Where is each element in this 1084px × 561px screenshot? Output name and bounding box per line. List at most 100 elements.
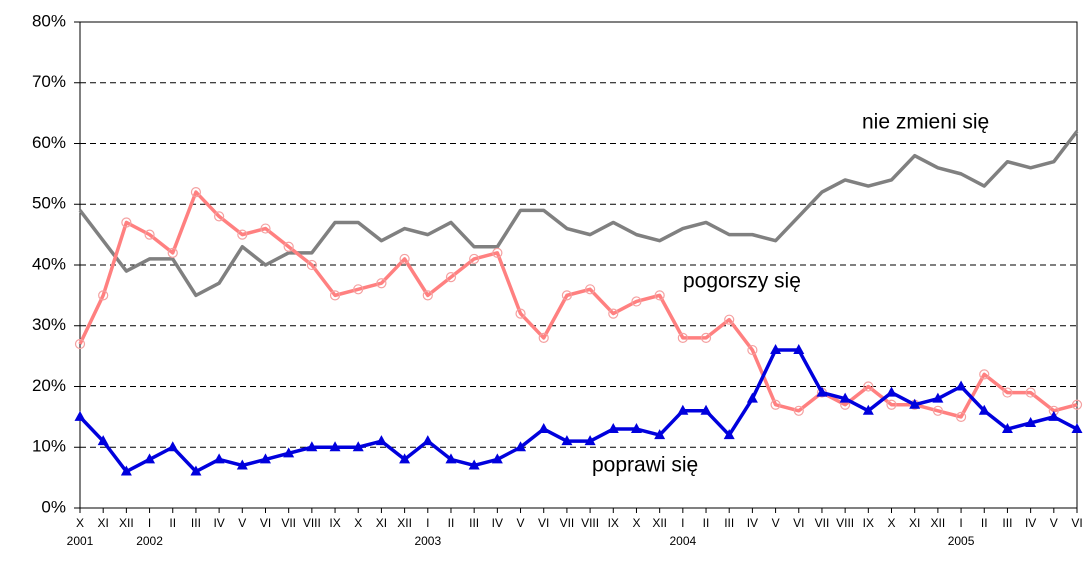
- point: [839, 392, 851, 403]
- x-tick-label: XII: [931, 516, 946, 530]
- x-tick-label: III: [191, 516, 201, 530]
- x-tick-label: V: [517, 516, 525, 530]
- point: [74, 410, 86, 421]
- x-tick-label: VII: [281, 516, 296, 530]
- x-tick-label: V: [1050, 516, 1058, 530]
- series-line: [78, 348, 1078, 474]
- point: [376, 278, 387, 289]
- x-tick-label: VII: [560, 516, 575, 530]
- point: [445, 272, 457, 283]
- point: [375, 435, 387, 446]
- point: [561, 290, 573, 301]
- plot-frame: [79, 21, 1078, 509]
- x-tick-label: I: [148, 516, 151, 530]
- point: [399, 253, 410, 265]
- point: [283, 241, 294, 252]
- series-line: [78, 130, 1079, 298]
- x-tick-label: I: [426, 516, 429, 530]
- point: [283, 447, 295, 458]
- x-tick-label: XII: [397, 516, 412, 530]
- y-tick-label: 40%: [32, 254, 66, 273]
- point: [932, 392, 944, 403]
- point: [121, 217, 132, 228]
- x-tick-label: XI: [98, 516, 109, 530]
- point: [492, 247, 503, 258]
- point: [306, 441, 318, 452]
- x-tick-label: IX: [608, 516, 619, 530]
- y-tick-label: 10%: [32, 437, 66, 456]
- point: [422, 290, 433, 301]
- x-tick-label: III: [1002, 516, 1012, 530]
- point: [236, 459, 248, 470]
- point: [190, 187, 202, 198]
- x-tick-label: VI: [1071, 516, 1082, 530]
- x-tick-label: X: [354, 516, 362, 530]
- x-tick-label: V: [772, 516, 780, 530]
- x-tick-label: IV: [747, 516, 758, 530]
- x-tick-label: V: [238, 516, 246, 530]
- point: [723, 429, 735, 440]
- point: [352, 441, 364, 452]
- point: [654, 290, 665, 301]
- y-tick-label: 30%: [32, 315, 66, 334]
- point: [445, 453, 457, 464]
- point: [863, 381, 874, 392]
- x-tick-label: II: [703, 516, 710, 530]
- point: [978, 404, 990, 415]
- x-tick-label: VI: [793, 516, 804, 530]
- point: [98, 290, 109, 301]
- year-label: 2005: [948, 534, 975, 548]
- x-tick-label: XI: [376, 516, 387, 530]
- point: [654, 429, 666, 440]
- x-tick-label: X: [888, 516, 896, 530]
- point: [979, 369, 990, 380]
- y-tick-label: 80%: [32, 11, 66, 30]
- x-tick-label: IV: [213, 516, 224, 530]
- point: [259, 453, 271, 464]
- point: [468, 459, 480, 470]
- point: [1048, 410, 1060, 421]
- x-tick-label: X: [76, 516, 84, 530]
- point: [491, 453, 503, 464]
- x-tick-label: IX: [329, 516, 340, 530]
- point: [700, 404, 712, 415]
- x-tick-label: VI: [260, 516, 271, 530]
- point: [700, 332, 712, 343]
- point: [955, 411, 967, 422]
- x-tick-label: I: [681, 516, 684, 530]
- point: [237, 229, 248, 240]
- x-tick-label: I: [959, 516, 962, 530]
- point: [260, 223, 271, 234]
- point: [584, 284, 596, 295]
- year-label: 2002: [136, 534, 163, 548]
- x-tick-label: VII: [815, 516, 830, 530]
- point: [561, 435, 573, 446]
- series-label: nie zmieni się: [862, 111, 989, 134]
- point: [747, 344, 758, 356]
- x-tick-label: XII: [652, 516, 667, 530]
- point: [1001, 423, 1013, 434]
- x-tick-label: VIII: [836, 516, 854, 530]
- point: [1025, 387, 1036, 398]
- y-tick-label: 50%: [32, 194, 66, 213]
- point: [538, 332, 549, 343]
- x-tick-label: VIII: [581, 516, 599, 530]
- series-line: [78, 190, 1078, 419]
- series-label: poprawi się: [592, 454, 698, 477]
- point: [816, 386, 828, 397]
- point: [886, 399, 897, 410]
- point: [306, 259, 317, 271]
- point: [190, 465, 202, 476]
- point: [1071, 399, 1083, 410]
- point: [677, 332, 688, 343]
- year-label: 2004: [669, 534, 696, 548]
- y-tick-label: 20%: [32, 376, 66, 395]
- point: [422, 435, 434, 446]
- x-tick-label: III: [724, 516, 734, 530]
- point: [120, 465, 132, 476]
- point: [608, 308, 619, 319]
- point: [469, 253, 480, 265]
- point: [932, 405, 943, 416]
- x-tick-label: II: [981, 516, 988, 530]
